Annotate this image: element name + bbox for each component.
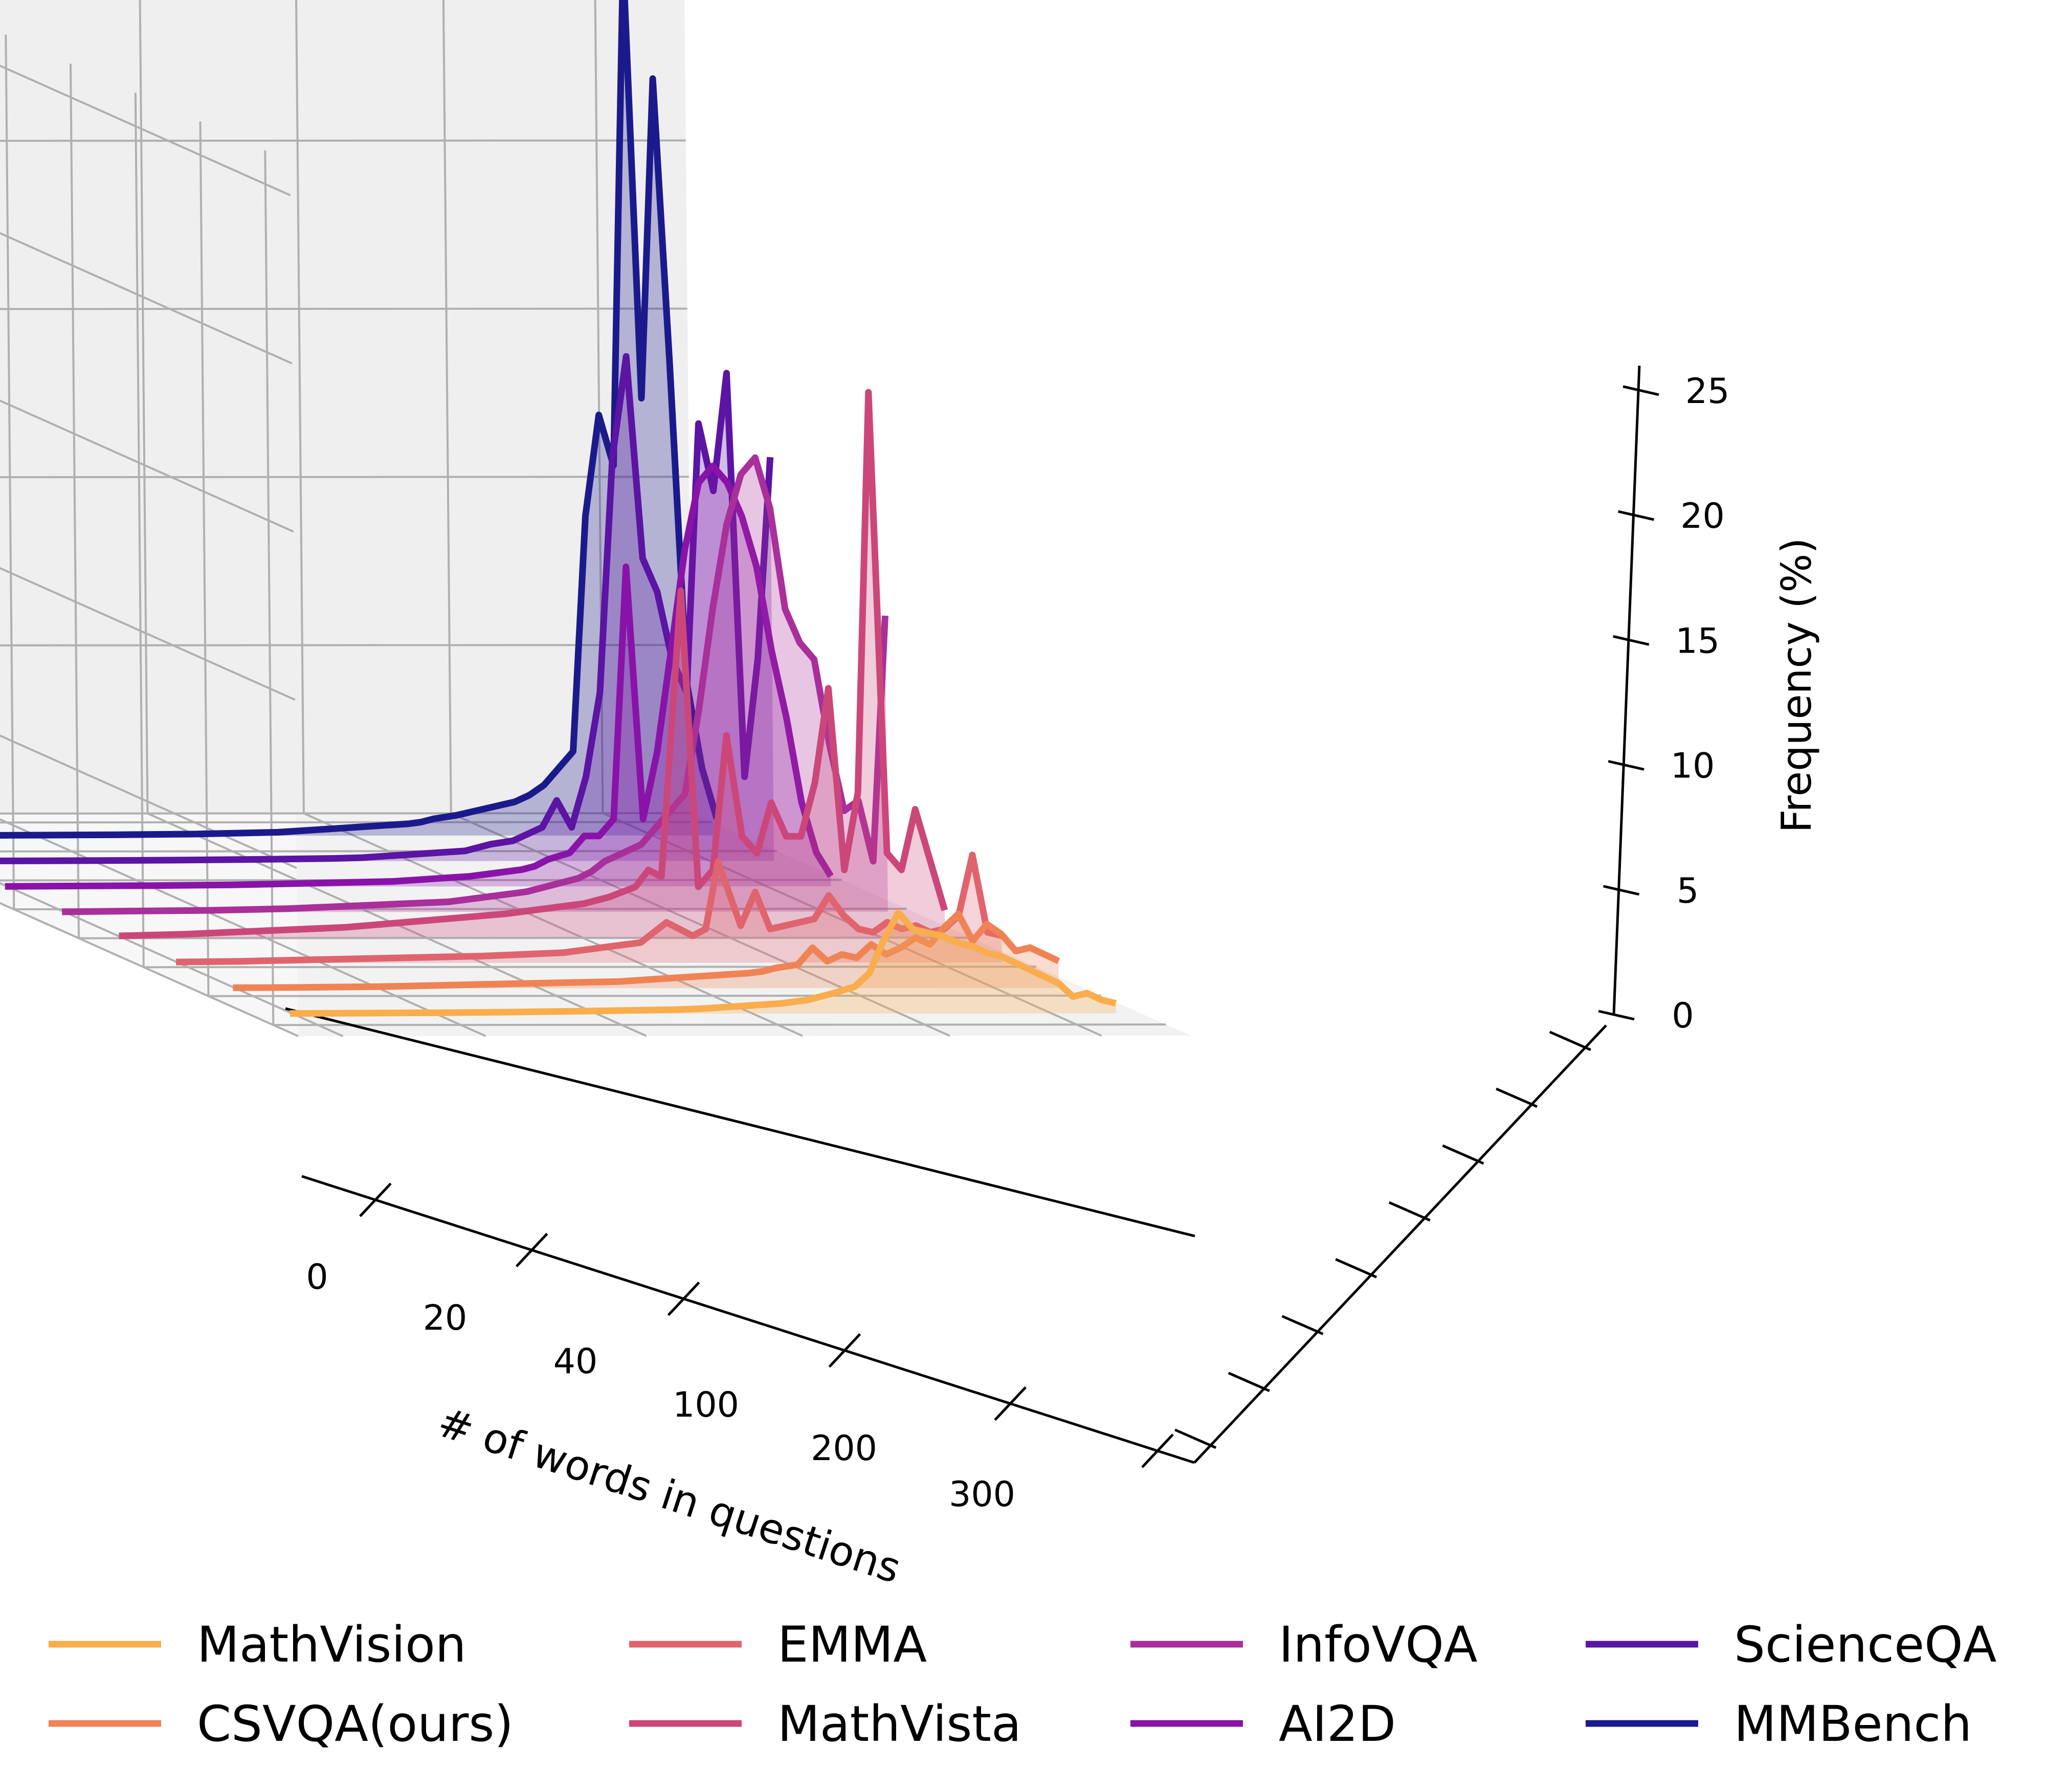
x-tick-label: 100 [673,1385,739,1425]
legend-label: AI2D [1279,1695,1396,1753]
depth-tick [1496,1087,1538,1108]
x-grid-line [442,0,452,814]
depth-tick [1388,1201,1431,1222]
depth-axis-line [1193,1024,1607,1464]
depth-tick [1228,1372,1270,1392]
z-tick-label: 25 [1685,371,1730,412]
series-area-mathvista [119,392,945,938]
x-tick [828,1333,861,1368]
z-grid-line [0,232,293,365]
z-tick [1617,510,1655,521]
series-line-mathvision [290,909,1117,1017]
depth-grid-line [70,63,80,938]
x-tick-label: 20 [423,1298,468,1338]
x-grid-line [139,0,149,814]
floor-pane [0,813,1191,1036]
z-grid-line [0,902,299,1037]
z-tick [1598,1010,1635,1021]
x-axis-title: # of words in questions [432,1398,906,1593]
series-area-mathvision [290,912,1116,1014]
x-tick-label: 200 [811,1428,877,1469]
axis-lines [285,365,1659,1468]
z-tick-label: 0 [1672,996,1694,1036]
x-tick-label: 300 [949,1474,1015,1515]
z-tick [1608,760,1644,771]
depth-tick [1335,1258,1377,1279]
series-line-scienceqa [0,353,774,864]
series-line-mmbench [0,0,720,839]
x-axis-line [285,1007,1195,1238]
z-grid-line [0,64,291,196]
z-axis-line [1612,365,1641,1016]
series-line-ai2d [5,462,834,890]
x-tick-label: 0 [306,1257,328,1297]
depth-grid-line [273,1023,1166,1026]
z-tick [1603,885,1640,896]
x-tick-label: 40 [553,1341,598,1382]
depth-tick [1549,1031,1591,1051]
legend-label: MMBench [1734,1695,1972,1753]
legend-label: EMMA [777,1616,927,1673]
z-tick-label: 20 [1680,496,1725,536]
series-line-mathvista [119,389,948,939]
x-tick [515,1233,548,1268]
depth-tick [1281,1315,1324,1335]
series-area-emma [176,855,1002,963]
z-tick [1613,635,1650,646]
depth-grid-line [5,34,15,910]
x-tick [1141,1433,1174,1468]
x-axis-line [301,1175,1195,1464]
series-line-csvqa-ours- [233,910,1060,991]
legend-label: CSVQA(ours) [197,1695,514,1753]
legend-label: MathVision [197,1616,466,1673]
z-grid-line [0,812,693,815]
depth-tick [1174,1428,1217,1449]
z-grid-line [0,567,296,701]
x-grid-line [295,0,305,814]
x-tick [994,1386,1027,1421]
series-area-mmbench [0,0,717,836]
z-tick-label: 5 [1677,871,1699,911]
legend-label: ScienceQA [1734,1616,1996,1673]
series-area-csvqa-ours- [233,914,1059,989]
legend-label: InfoVQA [1279,1616,1478,1673]
legend-label: MathVista [777,1695,1021,1753]
z-axis-title: Frequency (%) [1773,537,1820,833]
x-grid-line [0,882,344,1037]
z-tick [1622,385,1659,396]
z-tick-label: 10 [1671,746,1715,787]
x-tick [667,1281,700,1316]
series-layer [0,0,1117,1017]
series-area-ai2d [5,466,831,887]
z-tick-label: 15 [1676,621,1720,661]
z-grid-line [0,399,294,533]
depth-tick [1442,1144,1484,1165]
axis-panes [0,0,1191,1036]
back-wall-pane [0,0,692,814]
x-tick [359,1182,392,1217]
legend: MathVision CSVQA(ours) EMMA MathVista InfoVQ… [49,1616,1996,1753]
